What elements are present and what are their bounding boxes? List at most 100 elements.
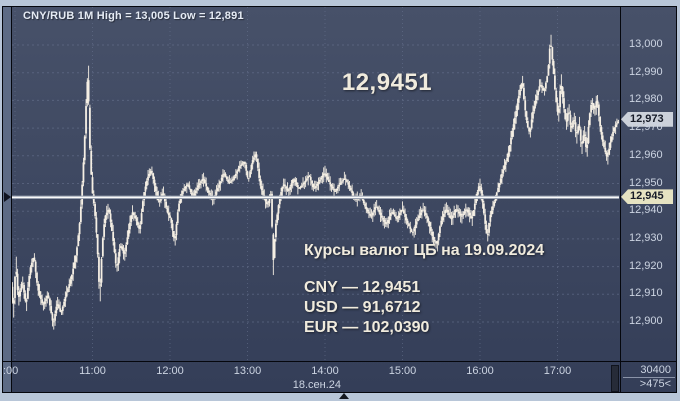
candle-body: [308, 176, 311, 178]
candle-body: [321, 175, 324, 178]
price-chart-plot[interactable]: CNY/RUB 1M High = 13,005 Low = 12,891 12…: [12, 7, 620, 361]
candle-body: [426, 215, 428, 218]
time-tick-label: 12:00: [156, 365, 184, 377]
candle-body: [441, 217, 444, 221]
candle-body: [444, 210, 447, 214]
candle-body: [595, 101, 598, 108]
scroll-position-marker-icon[interactable]: [339, 393, 349, 399]
candle-body: [178, 203, 180, 212]
candle-body: [135, 218, 138, 222]
candle-body: [471, 216, 474, 219]
candle-body: [12, 286, 14, 302]
candle-body: [613, 127, 616, 132]
candle-body: [256, 158, 259, 168]
candle-body: [318, 179, 321, 182]
candle-body: [610, 136, 613, 142]
candle-body: [586, 144, 589, 149]
candle-body: [413, 228, 416, 232]
candle-body: [375, 206, 378, 208]
candlestick-chart[interactable]: [12, 7, 620, 361]
candle-body: [594, 108, 596, 110]
candle-body: [201, 179, 204, 181]
candle-body: [280, 192, 282, 198]
candle-body: [577, 126, 580, 133]
candle-body: [32, 258, 34, 263]
candle-body: [138, 225, 140, 229]
candle-body: [417, 218, 419, 222]
candle-body: [515, 110, 518, 118]
candle-body: [244, 161, 246, 165]
candle-body: [179, 198, 182, 204]
candle-body: [603, 142, 605, 148]
candle-body: [156, 191, 158, 196]
candle-body: [520, 84, 523, 90]
candle-body: [601, 135, 604, 142]
candle-body: [227, 179, 230, 182]
candle-body: [503, 165, 506, 169]
candle-body: [171, 223, 174, 231]
candle-body: [616, 123, 618, 125]
candle-body: [154, 186, 157, 192]
candle-body: [366, 209, 369, 212]
candle-body: [79, 206, 82, 223]
candle-body: [582, 135, 585, 143]
candle-body: [458, 211, 461, 214]
candle-body: [285, 186, 288, 189]
candle-body: [348, 185, 351, 188]
candle-body: [152, 173, 155, 180]
candle-body: [347, 182, 350, 185]
candle-body: [15, 271, 18, 275]
candle-body: [132, 212, 135, 216]
time-axis[interactable]: 18.сен.24 :00 11:00 12:00 13:00 14:00 15:00 16…: [3, 361, 620, 393]
candle-body: [379, 212, 382, 216]
candle-body: [38, 291, 41, 295]
candle-body: [103, 224, 106, 237]
candle-body: [489, 214, 492, 222]
candle-body: [524, 100, 527, 111]
candle-body: [267, 203, 270, 205]
candle-body: [340, 181, 343, 183]
candle-body: [275, 223, 277, 238]
candle-body: [570, 125, 573, 128]
candle-body: [299, 187, 302, 189]
candle-body: [339, 182, 342, 185]
chart-panel: CNY/RUB 1M High = 13,005 Low = 12,891 12…: [2, 6, 677, 393]
candle-body: [85, 106, 87, 134]
candle-body: [264, 198, 267, 202]
candle-body: [207, 190, 210, 193]
candle-body: [374, 207, 377, 210]
candle-body: [569, 114, 572, 125]
candle-body: [546, 76, 549, 83]
candle-body: [149, 171, 152, 174]
candle-body: [320, 177, 323, 180]
candle-body: [419, 212, 422, 216]
price-tick-label: 12,990: [629, 65, 663, 78]
candle-body: [378, 209, 381, 213]
axis-grip[interactable]: [611, 365, 619, 392]
candle-body: [182, 190, 184, 194]
candle-body: [414, 224, 417, 228]
candle-body: [153, 179, 156, 186]
candle-body: [490, 210, 493, 215]
candle-body: [313, 187, 316, 189]
candle-body: [333, 188, 335, 191]
candle-body: [424, 212, 427, 216]
last-price-tag: 12,973: [621, 111, 673, 127]
candle-body: [581, 141, 583, 144]
candle-body: [459, 213, 462, 216]
candle-body: [27, 287, 29, 299]
candle-body: [315, 186, 317, 188]
candle-body: [583, 134, 586, 136]
candle-body: [501, 174, 503, 179]
candle-body: [284, 184, 286, 187]
price-axis[interactable]: 12,973 12,945 30400 >475< 13,000 12,990 12…: [620, 7, 677, 392]
candle-body: [510, 137, 512, 145]
candle-body: [530, 119, 533, 129]
candle-body: [139, 225, 142, 229]
candle-body: [393, 214, 396, 217]
price-tick-label: 12,950: [629, 176, 663, 189]
candle-body: [573, 120, 576, 122]
candle-body: [160, 197, 162, 201]
candle-body: [422, 209, 425, 211]
